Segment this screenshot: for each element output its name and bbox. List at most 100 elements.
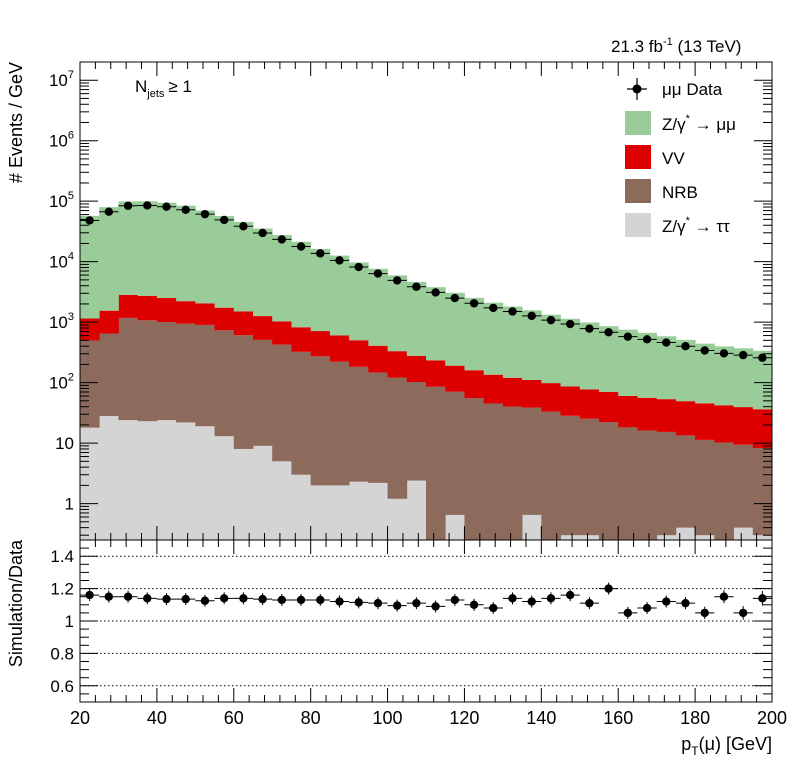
y-tick-label: 105 [49,190,74,211]
ratio-gridlines [80,555,772,687]
hist-bar-nrb [579,418,600,536]
hist-bar-zmm [733,348,754,408]
hist-bar-zmm [118,201,139,295]
ratio-point [354,598,363,607]
data-point [335,256,344,265]
hist-bar-ztt [656,535,677,540]
legend: μμ Data Z/γ* → μμ VV NRB Z/γ* → ττ [625,78,736,237]
hist-bar-zmm [714,346,734,406]
y-tick-label-exp: 2 [68,372,74,384]
hist-bar-vv [176,301,196,324]
data-point [143,201,152,210]
y-tick-label-base: 10 [49,374,68,393]
hist-bar-vv [272,321,292,345]
ratio-y-tick-label: 1.2 [50,580,74,599]
legend-item-zmm: Z/γ* → μμ [625,111,736,135]
hist-bar-ztt [406,480,427,540]
hist-bar-ztt [176,422,196,540]
hist-bar-zmm [464,297,485,371]
hist-bar-ztt [272,461,292,540]
hist-bar-ztt [445,514,465,540]
data-point [681,342,690,351]
hist-bar-zmm [214,216,235,308]
legend-item-data: μμ Data [627,78,723,100]
hist-bar-nrb [675,435,696,528]
main-axis-ticks [79,61,773,540]
data-point [373,269,383,278]
data-point [123,201,133,210]
ratio-points [80,582,772,620]
data-point [527,311,536,321]
ratio-point [412,598,421,608]
y-tick-label: 106 [49,130,74,151]
hist-bar-zmm [522,310,542,380]
hist-bar-vv [464,370,485,399]
x-tick-label: 180 [680,708,710,728]
ratio-point [162,594,171,604]
hist-bar-vv [329,335,350,362]
hist-bar-nrb [156,322,177,421]
hist-bar-zmm [579,322,600,390]
ratio-point [431,602,440,611]
hist-bar-nrb [118,317,139,421]
hist-bar-nrb [253,339,273,446]
hist-bar-zmm [253,228,273,317]
hist-bar-zmm [502,306,523,378]
hist-bar-nrb [80,340,100,428]
ratio-point [527,597,536,606]
ratio-y-tick-label: 0.8 [50,644,74,663]
data-point [585,324,594,333]
legend-nrb-label: NRB [662,183,698,202]
data-point [662,338,671,347]
hist-bar-vv [156,298,177,323]
ratio-point [623,608,633,618]
data-point [700,346,709,355]
hist-bar-ztt [310,485,331,540]
hist-bar-zmm [99,207,119,311]
hist-bar-zmm [233,221,254,312]
legend-zmm-swatch [625,111,651,135]
hist-bar-vv [675,401,696,436]
ratio-point [277,595,287,605]
stack-histogram [80,201,773,540]
hist-bar-vv [406,355,427,382]
legend-data-label: μμ Data [662,80,723,99]
hist-bar-ztt [99,416,119,540]
ratio-point [85,590,94,600]
ratio-point [104,592,114,601]
y-tick-label: 102 [49,372,74,393]
ratio-y-tick-label: 1.4 [50,547,74,566]
legend-ztt-label: Z/γ* → ττ [662,215,730,236]
hist-bar-zmm [406,281,427,356]
ratio-point [258,594,267,604]
hist-bar-vv [502,377,523,407]
legend-item-nrb: NRB [625,179,698,203]
hist-bar-vv [214,307,235,331]
data-point [719,349,729,358]
data-point [412,282,421,291]
hist-bar-ztt [560,535,581,540]
hist-bar-vv [118,294,139,318]
hist-bar-zmm [310,248,331,332]
hist-bar-vv [733,407,754,445]
data-point [604,328,613,337]
hist-bar-zmm [695,343,715,404]
ratio-point [450,595,460,605]
data-point [239,222,248,231]
ratio-y-tick-label: 0.6 [50,677,74,696]
hist-bar-vv [195,303,215,325]
hist-bar-nrb [272,344,292,462]
ratio-point [642,603,652,613]
hist-bar-nrb [426,386,446,540]
hist-bar-ztt [675,527,696,540]
data-point [623,332,633,341]
ratio-point [546,594,556,603]
data-point [162,202,171,211]
x-axis-label: pT(μ) [GeV] [681,734,772,758]
y-tick-label-base: 10 [49,71,68,90]
hist-bar-zmm [368,268,388,346]
hist-bar-zmm [483,302,504,375]
hist-bar-nrb [733,444,754,528]
